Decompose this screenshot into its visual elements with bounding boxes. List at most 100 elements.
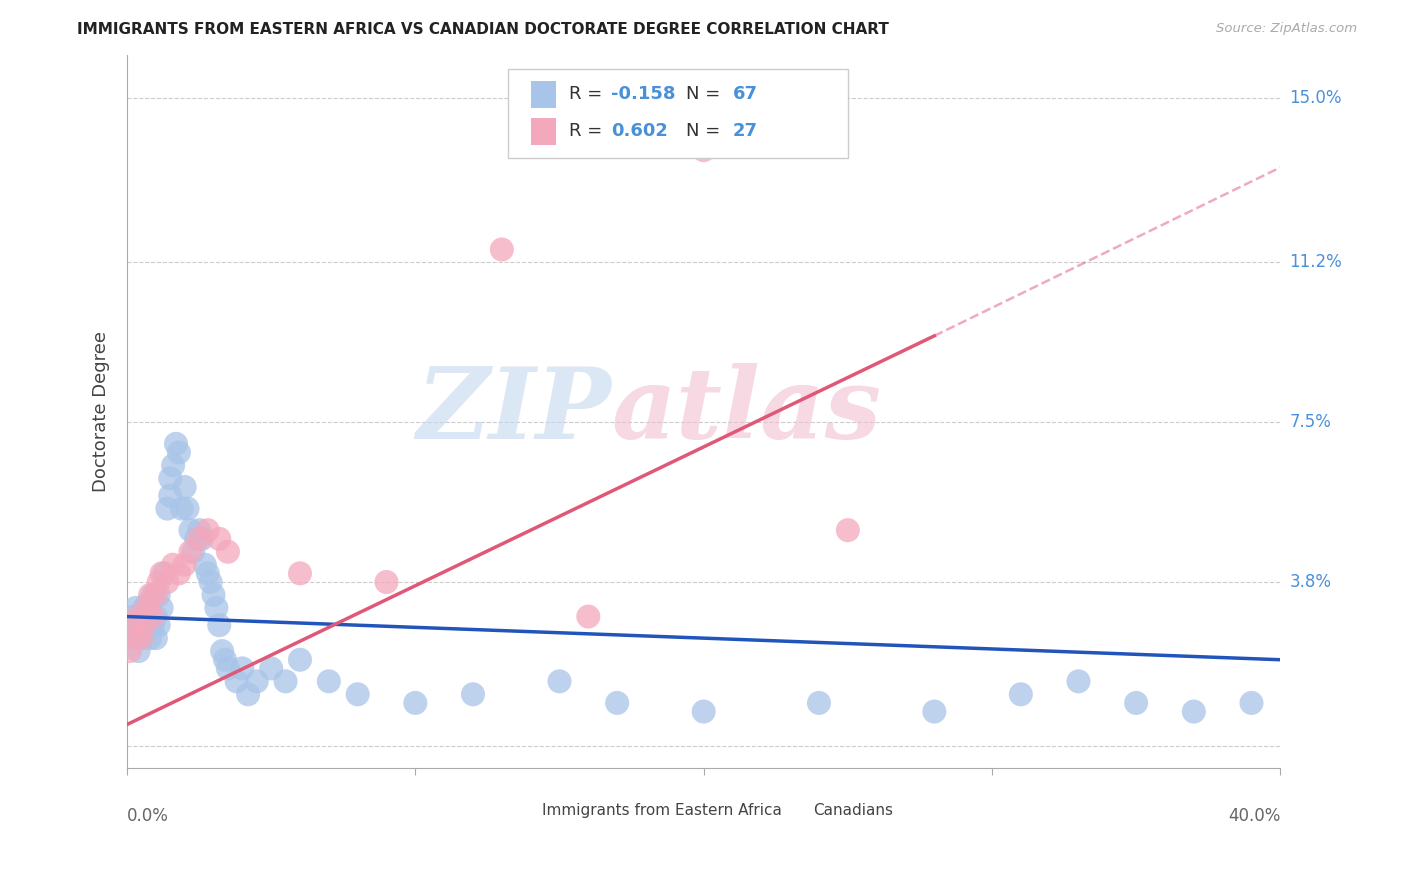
- Point: [1010, 687, 1032, 701]
- Point: [197, 566, 219, 581]
- Point: [173, 558, 195, 572]
- Point: [124, 623, 146, 637]
- Point: [246, 674, 269, 689]
- Point: [134, 627, 156, 641]
- Point: [170, 501, 193, 516]
- Point: [191, 532, 214, 546]
- Point: [159, 489, 181, 503]
- Point: [236, 687, 259, 701]
- Point: [606, 696, 628, 710]
- Point: [807, 696, 830, 710]
- Point: [145, 609, 167, 624]
- Point: [211, 644, 233, 658]
- Point: [131, 631, 153, 645]
- Point: [150, 601, 173, 615]
- Point: [461, 687, 484, 701]
- Point: [121, 631, 143, 645]
- Text: 7.5%: 7.5%: [1289, 413, 1331, 431]
- Point: [145, 631, 167, 645]
- Point: [214, 653, 236, 667]
- Point: [274, 674, 297, 689]
- Point: [225, 674, 247, 689]
- Point: [208, 618, 231, 632]
- Point: [176, 501, 198, 516]
- Point: [156, 574, 179, 589]
- Point: [128, 609, 150, 624]
- Point: [136, 618, 159, 632]
- Point: [121, 609, 143, 624]
- Point: [162, 558, 184, 572]
- Point: [131, 609, 153, 624]
- Point: [194, 558, 217, 572]
- Point: [217, 661, 239, 675]
- Point: [188, 532, 211, 546]
- Point: [1125, 696, 1147, 710]
- Point: [548, 674, 571, 689]
- Point: [318, 674, 340, 689]
- Point: [208, 532, 231, 546]
- Point: [491, 243, 513, 257]
- Point: [150, 566, 173, 581]
- Point: [692, 705, 714, 719]
- Point: [142, 588, 165, 602]
- Point: [134, 618, 156, 632]
- Point: [148, 574, 170, 589]
- Point: [1240, 696, 1263, 710]
- Text: 15.0%: 15.0%: [1289, 89, 1343, 107]
- Y-axis label: Doctorate Degree: Doctorate Degree: [93, 331, 110, 491]
- Bar: [530, 81, 555, 108]
- Point: [136, 601, 159, 615]
- Point: [179, 523, 201, 537]
- Text: 11.2%: 11.2%: [1289, 253, 1343, 271]
- Text: 0.602: 0.602: [612, 122, 668, 140]
- Point: [148, 618, 170, 632]
- Text: 3.8%: 3.8%: [1289, 573, 1331, 591]
- Point: [165, 437, 187, 451]
- Point: [692, 143, 714, 157]
- Point: [159, 471, 181, 485]
- Point: [1067, 674, 1090, 689]
- Point: [167, 566, 190, 581]
- Text: IMMIGRANTS FROM EASTERN AFRICA VS CANADIAN DOCTORATE DEGREE CORRELATION CHART: IMMIGRANTS FROM EASTERN AFRICA VS CANADI…: [77, 22, 889, 37]
- Point: [205, 601, 228, 615]
- Point: [118, 644, 141, 658]
- Point: [186, 532, 208, 546]
- Point: [167, 445, 190, 459]
- Point: [121, 618, 143, 632]
- Point: [145, 588, 167, 602]
- Text: Immigrants from Eastern Africa: Immigrants from Eastern Africa: [543, 803, 782, 818]
- FancyBboxPatch shape: [508, 70, 848, 159]
- Point: [576, 609, 599, 624]
- Point: [139, 609, 162, 624]
- Point: [197, 523, 219, 537]
- Point: [837, 523, 859, 537]
- Text: -0.158: -0.158: [612, 86, 676, 103]
- Text: 40.0%: 40.0%: [1227, 807, 1281, 825]
- Point: [217, 545, 239, 559]
- Text: Canadians: Canadians: [813, 803, 893, 818]
- Point: [288, 653, 311, 667]
- Point: [375, 574, 398, 589]
- Text: atlas: atlas: [612, 363, 882, 459]
- Point: [139, 588, 162, 602]
- Point: [231, 661, 253, 675]
- Text: R =: R =: [568, 122, 607, 140]
- Text: R =: R =: [568, 86, 607, 103]
- Point: [404, 696, 426, 710]
- Point: [134, 601, 156, 615]
- Point: [153, 566, 176, 581]
- Point: [142, 609, 165, 624]
- Point: [148, 588, 170, 602]
- Point: [118, 618, 141, 632]
- Text: 27: 27: [733, 122, 758, 140]
- Point: [179, 545, 201, 559]
- Point: [139, 631, 162, 645]
- Text: N =: N =: [686, 122, 727, 140]
- Point: [136, 597, 159, 611]
- Point: [128, 644, 150, 658]
- Point: [200, 574, 222, 589]
- Point: [124, 601, 146, 615]
- Bar: [779, 804, 804, 819]
- Point: [181, 545, 204, 559]
- Point: [924, 705, 946, 719]
